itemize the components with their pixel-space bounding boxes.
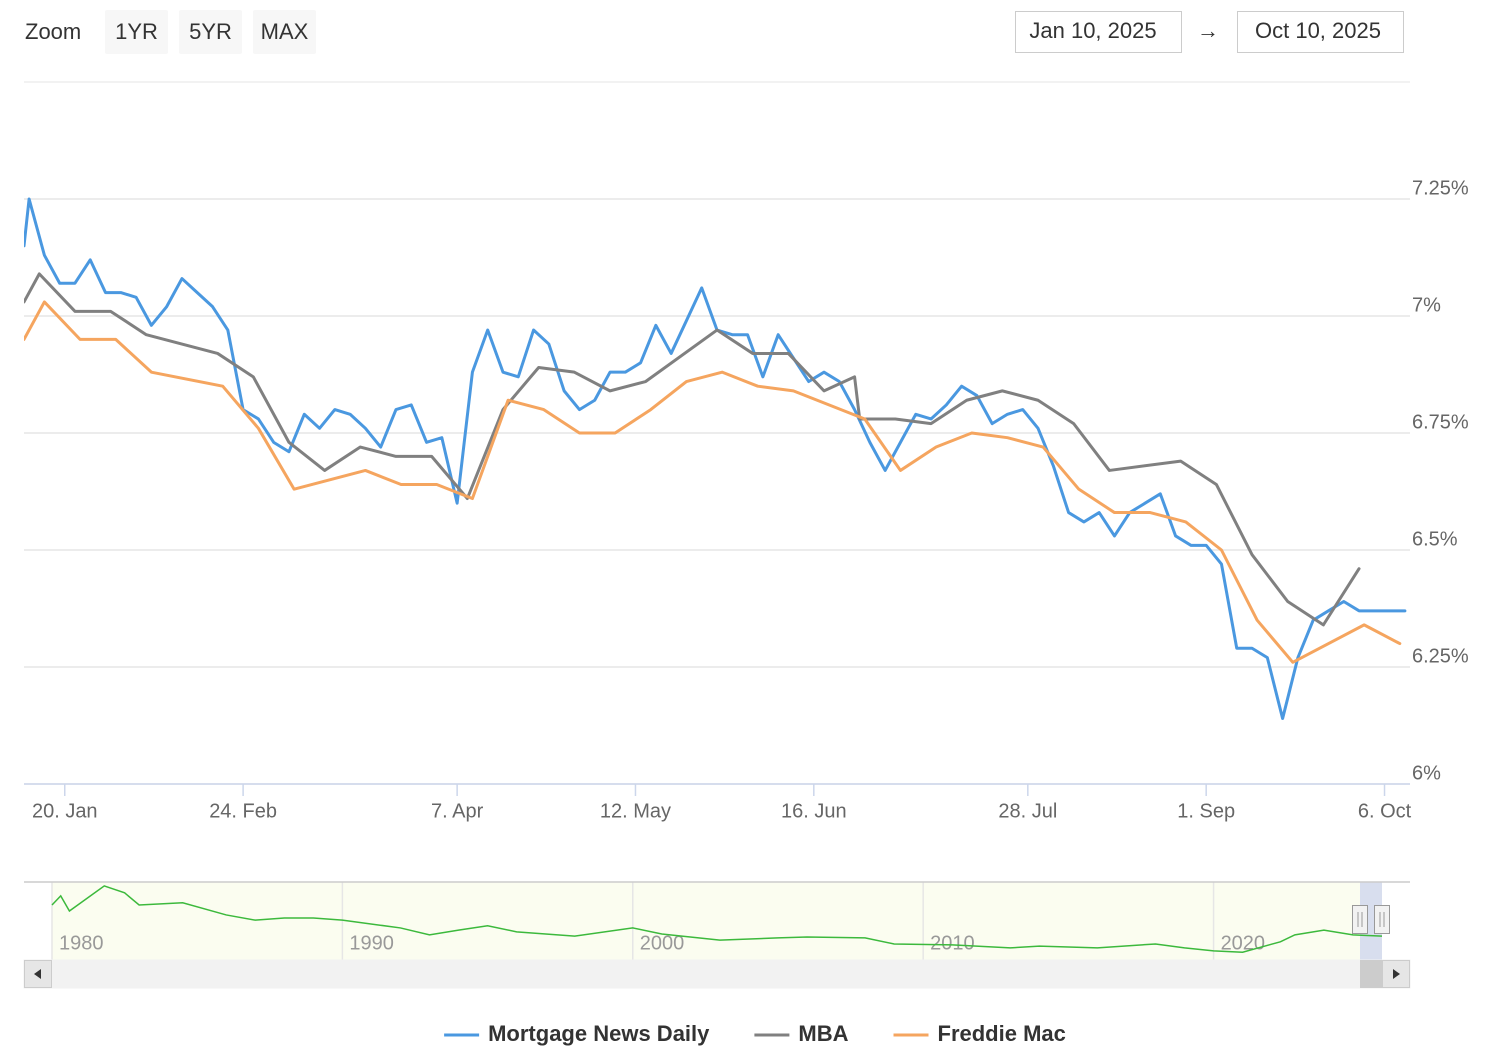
date-from-text[interactable]: Jan 10, 2025 (1029, 18, 1156, 43)
navigator-mask (52, 882, 1360, 960)
series-line (24, 272, 1361, 627)
series-line (24, 300, 1402, 664)
scrollbar-right-arrow (1393, 969, 1400, 979)
zoom-button-label[interactable]: MAX (261, 19, 309, 44)
x-tick-label: 12. May (600, 800, 671, 822)
scrollbar-track (23, 959, 1411, 989)
x-tick-label: 20. Jan (32, 800, 98, 822)
legend: Mortgage News Daily MBA Freddie Mac (444, 1021, 1066, 1046)
zoom-button[interactable] (105, 10, 168, 54)
range-selector: Zoom 1YR 5YR MAX Jan 10, 2025 → Oct 10, … (25, 10, 1404, 54)
navigator: 1980 1990 2000 2010 2020 (23, 881, 1411, 989)
date-to-text[interactable]: Oct 10, 2025 (1255, 18, 1381, 43)
y-tick-label: 7% (1412, 294, 1441, 316)
navigator-tick-label: 2010 (930, 932, 975, 954)
zoom-label: Zoom (25, 19, 81, 44)
zoom-button-label[interactable]: 5YR (189, 19, 232, 44)
y-tick-label: 6% (1412, 762, 1441, 784)
x-tick-label: 6. Oct (1358, 800, 1412, 822)
y-tick-label: 6.25% (1412, 645, 1469, 667)
scrollbar-thumb[interactable] (1360, 960, 1382, 988)
legend-label[interactable]: Freddie Mac (938, 1021, 1066, 1046)
date-separator: → (1197, 18, 1219, 43)
zoom-button[interactable] (253, 10, 316, 54)
navigator-selection (1360, 882, 1382, 960)
y-tick-label: 6.75% (1412, 411, 1469, 433)
legend-label[interactable]: Mortgage News Daily (488, 1021, 710, 1046)
x-tick-label: 16. Jun (781, 800, 847, 822)
legend-label[interactable]: MBA (798, 1021, 848, 1046)
date-to-input[interactable] (1237, 11, 1404, 53)
date-from-input[interactable] (1015, 11, 1182, 53)
main-plot: 6% 6.25% 6.5% 6.75% 7% 7.25% 20. Jan 24. Feb 7. … (24, 81, 1469, 822)
navigator-tick-label: 1980 (59, 932, 104, 954)
navigator-series (51, 885, 1383, 953)
navigator-handle[interactable] (1374, 905, 1390, 934)
zoom-button[interactable] (179, 10, 242, 54)
navigator-tick-label: 2000 (640, 932, 685, 954)
x-tick-label: 7. Apr (431, 800, 484, 822)
navigator-handle[interactable] (1352, 905, 1368, 934)
scrollbar-left-arrow (34, 969, 41, 979)
zoom-button-label[interactable]: 1YR (115, 19, 158, 44)
series-line (24, 197, 1407, 720)
navigator-tick-label: 1990 (349, 932, 394, 954)
x-tick-label: 24. Feb (209, 800, 277, 822)
x-tick-label: 1. Sep (1177, 800, 1235, 822)
y-tick-label: 7.25% (1412, 177, 1469, 199)
x-tick-label: 28. Jul (998, 800, 1057, 822)
y-tick-label: 6.5% (1412, 528, 1458, 550)
